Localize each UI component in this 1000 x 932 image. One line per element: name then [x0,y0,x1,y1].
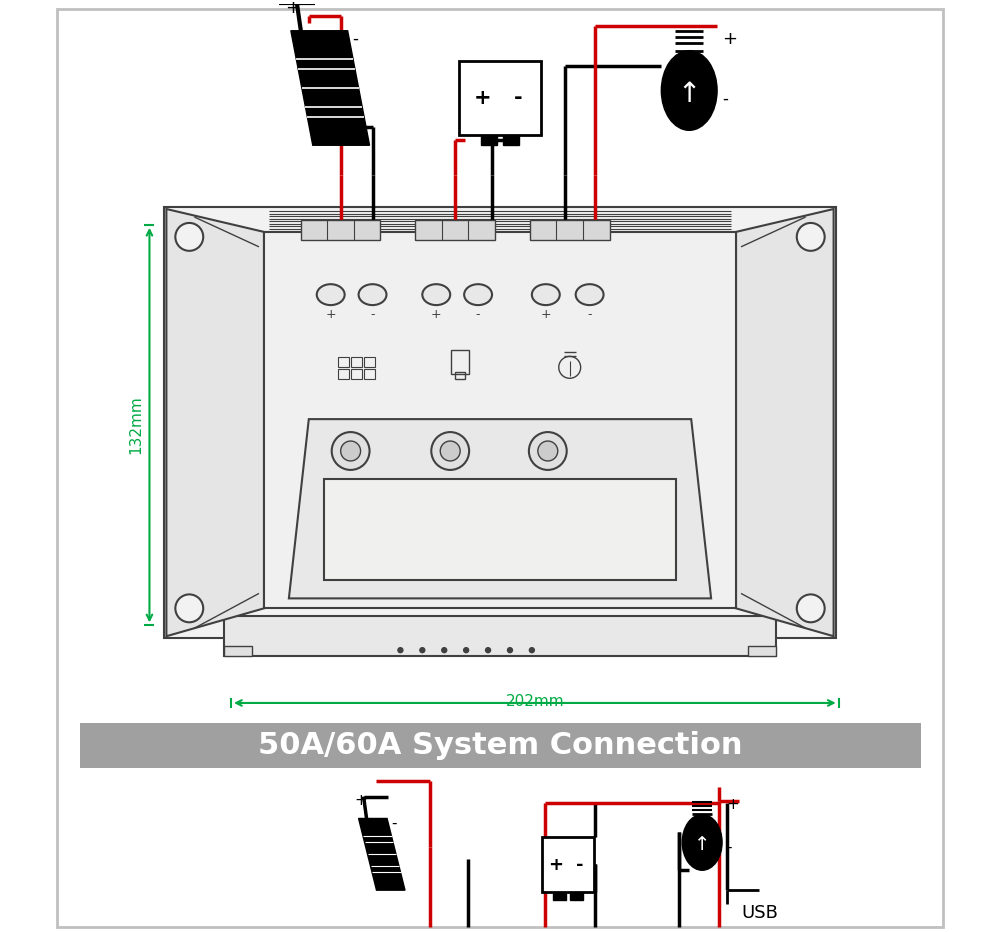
Circle shape [486,648,491,652]
Text: +: + [354,792,367,808]
Bar [351,357,362,367]
Text: -: - [576,856,583,874]
Text: +: + [726,797,739,812]
Circle shape [529,648,534,652]
Bar [164,207,836,638]
Bar [224,616,776,656]
Bar [481,135,497,145]
Circle shape [440,441,460,461]
Text: -: - [587,308,592,321]
Polygon shape [291,31,370,145]
Circle shape [398,648,403,652]
Circle shape [464,648,469,652]
Text: -: - [514,88,522,108]
Bar [57,8,943,927]
Text: +: + [285,0,300,17]
Text: +: + [431,308,442,321]
Circle shape [538,441,558,461]
Ellipse shape [359,284,386,305]
Text: 132mm: 132mm [128,396,143,455]
Text: ↑: ↑ [678,80,701,108]
Text: -: - [726,840,732,855]
Circle shape [529,432,567,470]
Text: USB: USB [741,904,778,922]
Bar [338,357,349,367]
Circle shape [175,595,203,623]
Bar [553,892,566,900]
Bar [338,369,349,379]
Ellipse shape [464,284,492,305]
Bar [80,723,921,768]
Ellipse shape [532,284,560,305]
Bar [224,646,252,656]
Bar [364,369,375,379]
Polygon shape [289,419,711,598]
Bar [351,369,362,379]
Text: -: - [476,308,480,321]
Circle shape [175,223,203,251]
Text: -: - [391,816,397,831]
Circle shape [420,648,425,652]
Text: +: + [548,856,563,874]
Circle shape [431,432,469,470]
Bar [748,646,776,656]
Text: -: - [370,308,375,321]
Bar [324,479,676,581]
Ellipse shape [682,815,722,870]
Ellipse shape [317,284,345,305]
Polygon shape [736,209,834,637]
Bar [570,892,583,900]
Bar [301,220,380,240]
Text: +: + [325,308,336,321]
Ellipse shape [576,284,604,305]
Bar [364,357,375,367]
Text: ↑: ↑ [694,835,710,854]
Text: 202mm: 202mm [506,694,564,709]
Bar [542,837,594,892]
Text: +: + [473,88,491,108]
Circle shape [507,648,512,652]
Bar [264,232,736,609]
Ellipse shape [661,50,717,130]
Bar [415,220,495,240]
Text: -: - [353,30,358,48]
Text: +: + [540,308,551,321]
Circle shape [797,595,825,623]
Circle shape [332,432,370,470]
Polygon shape [359,818,405,890]
Bar [451,350,469,375]
Circle shape [442,648,447,652]
Text: 50A/60A System Connection: 50A/60A System Connection [258,731,742,760]
Bar [455,372,465,379]
Bar [530,220,610,240]
Circle shape [797,223,825,251]
Bar [503,135,519,145]
Circle shape [341,441,361,461]
Polygon shape [166,209,264,637]
Ellipse shape [422,284,450,305]
Bar [459,61,541,135]
Text: +: + [722,30,737,48]
Text: -: - [722,89,728,107]
